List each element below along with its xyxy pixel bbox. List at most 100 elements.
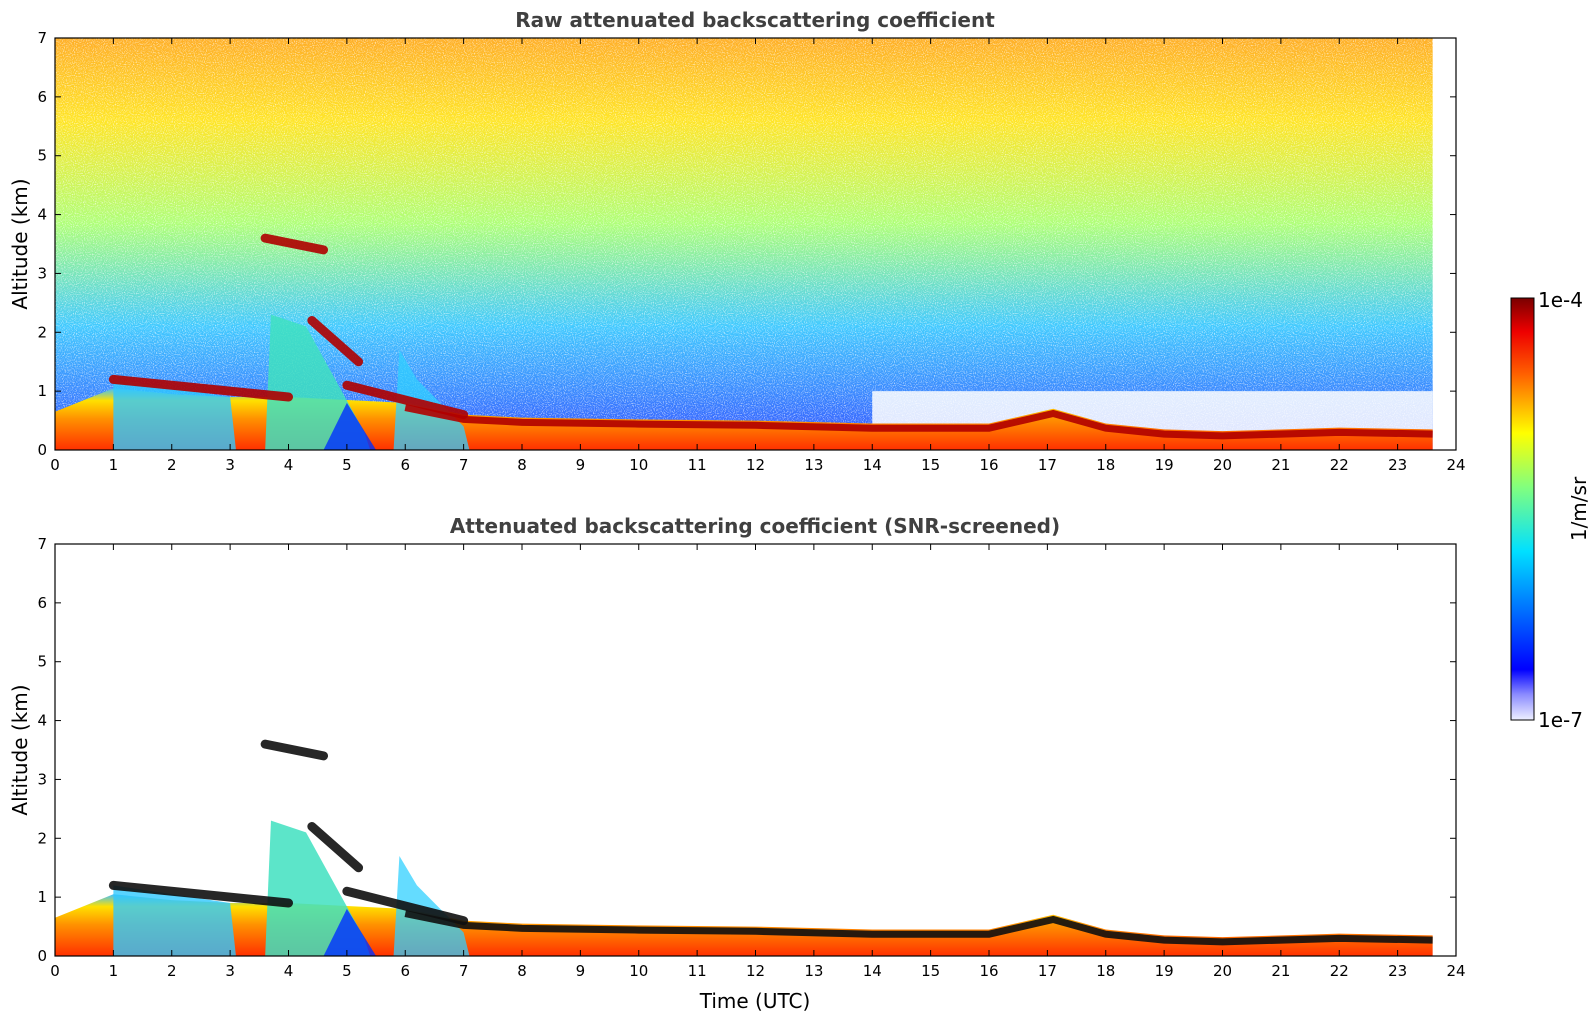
bottom-x-tick-label: 22 <box>1330 962 1349 980</box>
bottom-x-tick-label: 14 <box>863 962 882 980</box>
bottom-x-tick-label: 12 <box>746 962 765 980</box>
bottom-x-tick-label: 24 <box>1446 962 1465 980</box>
bottom-x-tick-label: 0 <box>50 962 60 980</box>
colorbar-unit-label: 1/m/sr <box>1567 476 1591 541</box>
bottom-backscatter-image <box>55 739 1433 956</box>
top-x-tick-label: 13 <box>804 456 823 474</box>
raw-noise-speckle <box>55 38 1433 450</box>
top-x-tick-label: 14 <box>863 456 882 474</box>
colorbar: 1e-4 1e-7 1/m/sr <box>1510 288 1591 732</box>
top-axes: 0 1 2 3 4 5 6 7 8 9 10 11 12 13 14 15 16 17 18 19 20 21 22 23 24… <box>37 29 1465 474</box>
bottom-y-tick-label: 1 <box>37 888 47 906</box>
bottom-x-tick-label: 4 <box>284 962 294 980</box>
top-y-tick-label: 4 <box>37 206 47 224</box>
top-panel-title: Raw attenuated backscattering coefficien… <box>515 8 995 32</box>
bottom-aerosol-layer <box>260 739 329 761</box>
top-x-tick-label: 7 <box>459 456 469 474</box>
top-backscatter-image <box>55 38 1433 450</box>
top-panel: 0 1 2 3 4 5 6 7 8 9 10 11 12 13 14 15 16 17 18 19 20 21 22 23 24… <box>8 29 1466 474</box>
colorbar-max-label: 1e-4 <box>1538 288 1583 312</box>
top-aerosol-layer <box>108 374 293 402</box>
top-aerosol-layer <box>342 380 469 420</box>
bottom-y-tick-label: 0 <box>37 947 47 965</box>
top-x-tick-label: 17 <box>1038 456 1057 474</box>
bottom-x-tick-label: 9 <box>576 962 586 980</box>
bottom-x-tick-label: 13 <box>804 962 823 980</box>
bottom-panel: 0 1 2 3 4 5 6 7 8 9 10 11 12 13 14 15 16 17 18 19 20 21 22 23 24… <box>8 535 1466 1013</box>
top-x-tick-label: 16 <box>979 456 998 474</box>
bottom-x-tick-label: 1 <box>109 962 119 980</box>
bottom-x-tick-label: 7 <box>459 962 469 980</box>
top-y-tick-label: 6 <box>37 88 47 106</box>
bottom-aerosol-layer <box>342 886 469 926</box>
bottom-x-tick-label: 16 <box>979 962 998 980</box>
top-x-tick-label: 4 <box>284 456 294 474</box>
colorbar-min-label: 1e-7 <box>1538 708 1583 732</box>
top-x-tick-label: 0 <box>50 456 60 474</box>
top-x-tick-label: 22 <box>1330 456 1349 474</box>
bottom-morning-plume <box>113 885 236 956</box>
top-x-tick-label: 21 <box>1271 456 1290 474</box>
bottom-x-tick-label: 21 <box>1271 962 1290 980</box>
top-x-tick-label: 11 <box>688 456 707 474</box>
bottom-y-axis-label: Altitude (km) <box>8 684 32 815</box>
bottom-x-tick-label: 15 <box>921 962 940 980</box>
top-x-tick-label: 2 <box>167 456 177 474</box>
top-y-tick-label: 2 <box>37 323 47 341</box>
bottom-x-tick-label: 19 <box>1155 962 1174 980</box>
bottom-x-tick-label: 11 <box>688 962 707 980</box>
bottom-x-tick-label: 10 <box>629 962 648 980</box>
top-aerosol-layer <box>307 316 364 367</box>
top-y-axis-label: Altitude (km) <box>8 178 32 309</box>
bottom-low-signal-zone <box>323 908 377 956</box>
bottom-x-tick-label: 5 <box>342 962 352 980</box>
top-x-tick-label: 5 <box>342 456 352 474</box>
bottom-x-tick-label: 8 <box>517 962 527 980</box>
top-x-tick-label: 20 <box>1213 456 1232 474</box>
top-afternoon-plume <box>393 349 470 450</box>
bottom-aerosol-layer <box>108 880 293 908</box>
top-x-tick-label: 12 <box>746 456 765 474</box>
bottom-x-tick-label: 23 <box>1388 962 1407 980</box>
bottom-boundary-layer-top <box>404 910 1433 946</box>
top-x-tick-label: 23 <box>1388 456 1407 474</box>
bottom-panel-title: Attenuated backscattering coefficient (S… <box>450 514 1060 538</box>
top-y-tick-label: 0 <box>37 441 47 459</box>
bottom-aerosol-layer <box>307 822 364 873</box>
colorbar-gradient <box>1510 297 1535 721</box>
bottom-afternoon-plume <box>393 855 470 956</box>
top-boundary-layer-top <box>404 404 1433 440</box>
top-x-tick-label: 3 <box>225 456 235 474</box>
top-x-tick-label: 10 <box>629 456 648 474</box>
bottom-y-tick-label: 6 <box>37 594 47 612</box>
top-low-signal-zone <box>323 402 377 450</box>
bottom-x-tick-label: 2 <box>167 962 177 980</box>
top-y-tick-label: 5 <box>37 147 47 165</box>
top-aerosol-layer <box>260 233 329 255</box>
bottom-plot-frame <box>54 543 1457 957</box>
top-x-tick-label: 9 <box>576 456 586 474</box>
top-morning-plume <box>113 379 236 450</box>
bottom-axes: 0 1 2 3 4 5 6 7 8 9 10 11 12 13 14 15 16 17 18 19 20 21 22 23 24… <box>37 535 1465 980</box>
top-y-tick-label: 1 <box>37 382 47 400</box>
bottom-y-tick-label: 5 <box>37 653 47 671</box>
top-x-tick-label: 6 <box>400 456 410 474</box>
top-x-tick-label: 8 <box>517 456 527 474</box>
top-y-tick-label: 7 <box>37 29 47 47</box>
bottom-x-tick-label: 3 <box>225 962 235 980</box>
bottom-x-tick-label: 17 <box>1038 962 1057 980</box>
bottom-x-tick-label: 20 <box>1213 962 1232 980</box>
bottom-x-tick-label: 6 <box>400 962 410 980</box>
bottom-y-tick-label: 7 <box>37 535 47 553</box>
top-x-tick-label: 15 <box>921 456 940 474</box>
x-axis-label: Time (UTC) <box>699 989 811 1013</box>
bottom-y-tick-label: 2 <box>37 829 47 847</box>
bottom-x-tick-label: 18 <box>1096 962 1115 980</box>
bottom-y-tick-label: 4 <box>37 712 47 730</box>
top-x-tick-label: 18 <box>1096 456 1115 474</box>
top-x-tick-label: 19 <box>1155 456 1174 474</box>
bottom-y-tick-label: 3 <box>37 770 47 788</box>
top-x-tick-label: 24 <box>1446 456 1465 474</box>
top-y-tick-label: 3 <box>37 264 47 282</box>
